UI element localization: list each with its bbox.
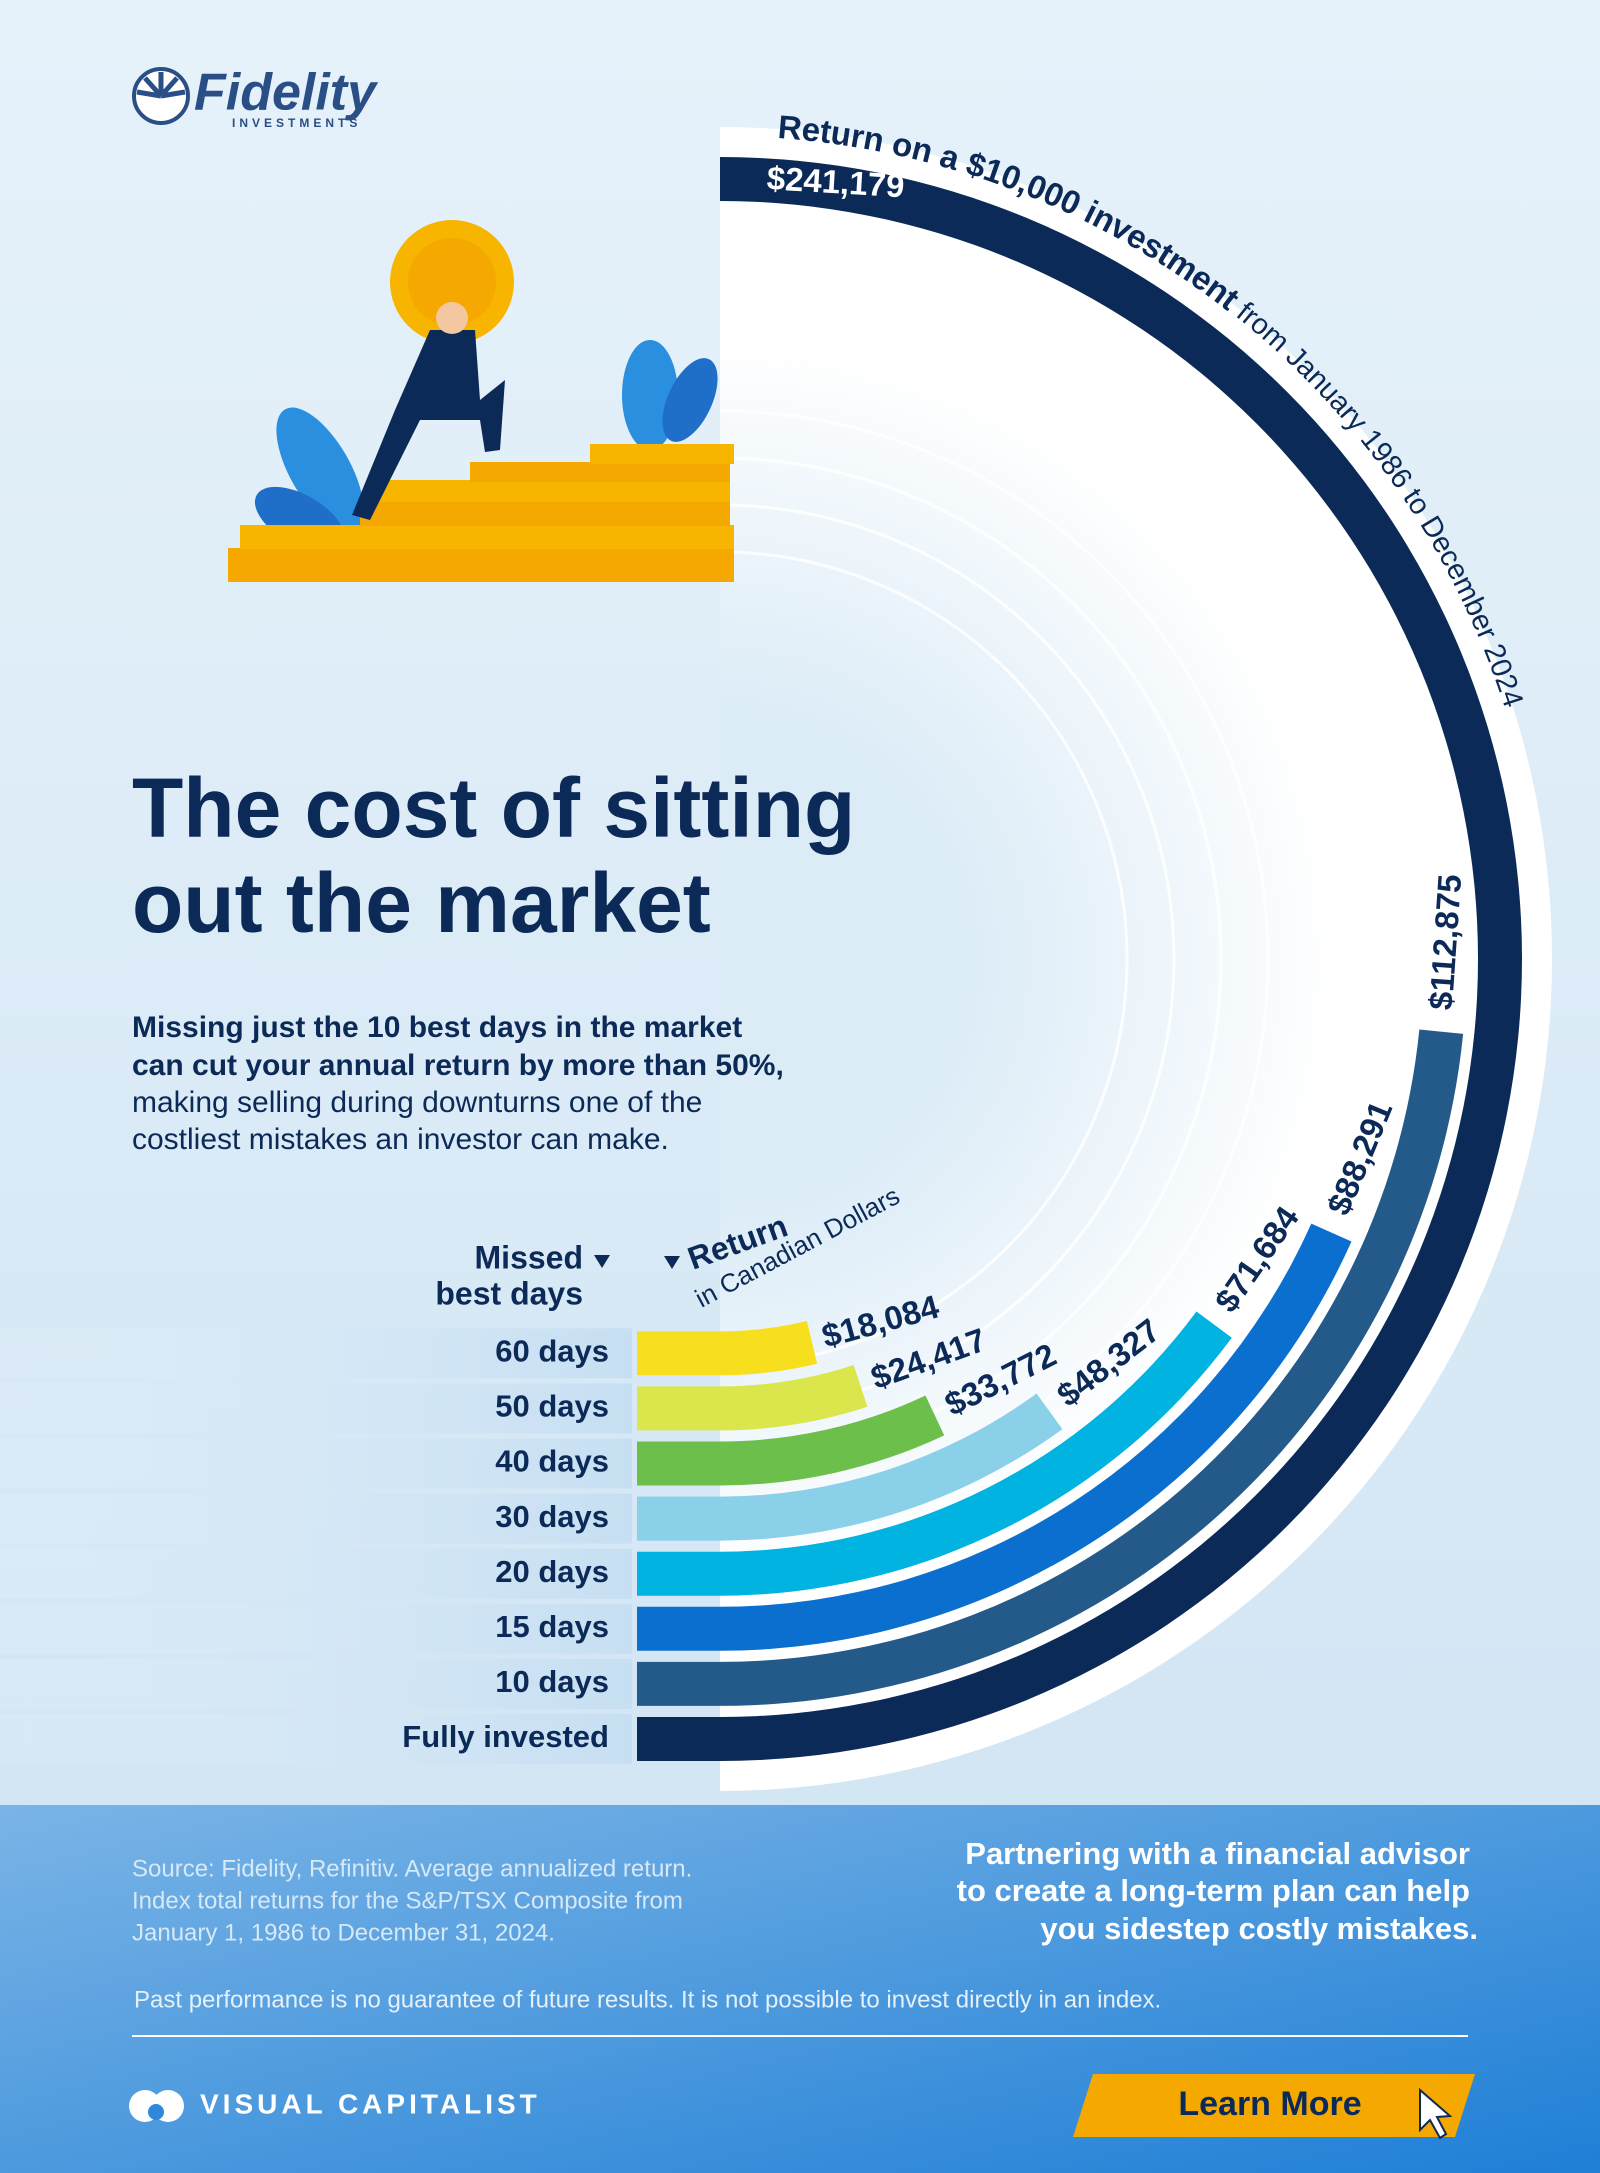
illustration (228, 220, 734, 582)
backdrop-ring (719, 456, 1223, 1462)
cta-text: Partnering with a financial advisor (965, 1836, 1470, 1871)
brand-name: VISUAL CAPITALIST (200, 2088, 541, 2119)
header-arrow (594, 1255, 610, 1268)
learn-more-button[interactable]: Learn More (1073, 2074, 1475, 2140)
category-label: 10 days (495, 1664, 609, 1699)
category-label: 50 days (495, 1389, 609, 1424)
cursor-icon (1419, 2087, 1453, 2140)
category-header: best days (435, 1275, 583, 1311)
row-background (0, 1714, 632, 1764)
category-label: 40 days (495, 1444, 609, 1479)
page-title: out the market (132, 856, 711, 950)
disclaimer: Past performance is no guarantee of futu… (134, 1986, 1161, 2013)
button-label[interactable]: Learn More (1178, 2085, 1361, 2123)
source-text: Source: Fidelity, Refinitiv. Average ann… (132, 1855, 692, 1882)
chart-backdrop (720, 127, 1552, 1791)
value-label: $241,179 (766, 159, 906, 204)
logo: Fidelity INVESTMENTS (132, 64, 379, 130)
button-shape[interactable] (1073, 2074, 1475, 2137)
brand-logo (129, 2090, 184, 2122)
logo-text: Fidelity (194, 64, 379, 122)
row-background (0, 1548, 632, 1599)
source-text: Index total returns for the S&P/TSX Comp… (132, 1887, 683, 1914)
category-label: 60 days (495, 1333, 609, 1368)
row-background (0, 1658, 632, 1709)
page-title: The cost of sitting (132, 761, 855, 855)
cta-text: to create a long-term plan can help (957, 1873, 1470, 1908)
row-background (0, 1493, 632, 1544)
row-background (0, 1383, 632, 1434)
row-background (0, 1603, 632, 1654)
intro-text: Missing just the 10 best days in the mar… (132, 1011, 742, 1044)
cta-text: you sidestep costly mistakes. (1040, 1911, 1478, 1946)
bar (637, 1311, 1232, 1596)
category-label: 30 days (495, 1499, 609, 1534)
bar (637, 1223, 1352, 1651)
intro-text: making selling during downturns one of t… (132, 1086, 702, 1119)
backdrop-ring (719, 503, 1176, 1415)
bar (637, 1395, 945, 1486)
backdrop-ring (719, 550, 1129, 1368)
intro-text: costliest mistakes an investor can make. (132, 1123, 669, 1156)
bar (637, 1029, 1464, 1706)
bar (637, 1364, 868, 1431)
backdrop-ring (719, 315, 1364, 1603)
logo-subtext: INVESTMENTS (232, 116, 361, 130)
category-label: 20 days (495, 1554, 609, 1589)
bar (637, 1393, 1063, 1541)
row-background (0, 1328, 632, 1379)
header-arrow (664, 1256, 680, 1269)
intro-text: can cut your annual return by more than … (132, 1049, 784, 1082)
category-label: 15 days (495, 1609, 609, 1644)
category-header: Missed (475, 1239, 583, 1275)
row-background (0, 1438, 632, 1489)
source-text: January 1, 1986 to December 31, 2024. (132, 1919, 555, 1946)
category-label: Fully invested (402, 1719, 609, 1754)
bar (637, 1321, 818, 1376)
